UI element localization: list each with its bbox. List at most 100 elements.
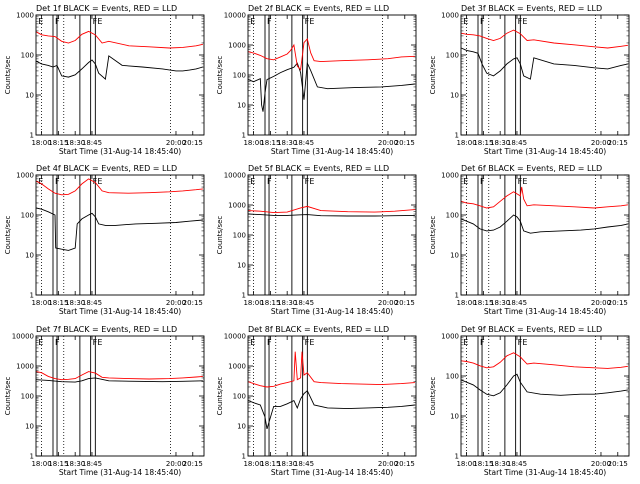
x-tick-label: 18:15 [48, 460, 68, 468]
lld-series-line [248, 37, 415, 71]
y-tick-label: 1 [242, 453, 246, 461]
y-tick-label: 100 [21, 393, 34, 401]
x-tick-label: 18:30 [490, 299, 510, 307]
marker-label: F [305, 177, 310, 186]
series-group [36, 30, 204, 80]
events-series-line [461, 47, 628, 80]
marker-label: E [97, 17, 102, 26]
x-tick-label: 18:45 [294, 139, 314, 147]
marker-label: F [55, 177, 60, 186]
y-tick-label: 10000 [224, 333, 246, 341]
detector-panel: Det 9f BLACK = Events, RED = LLD Counts/s… [429, 325, 630, 477]
x-tick-label: 18:45 [507, 139, 527, 147]
y-tick-label: 100 [446, 373, 459, 381]
lld-series-line [36, 30, 203, 49]
marker-label: F [480, 17, 485, 26]
y-axis-label: Counts/sec [429, 377, 437, 416]
x-tick-label: 20:15 [608, 460, 628, 468]
x-axis-label: Start Time (31-Aug-14 18:45:40) [271, 147, 393, 156]
marker-label: E [309, 338, 314, 347]
x-tick-label: 20:00 [591, 139, 611, 147]
x-tick-label: 18:15 [260, 139, 280, 147]
detector-panel: Det 7f BLACK = Events, RED = LLD Counts/s… [4, 325, 205, 477]
panel-title: Det 9f BLACK = Events, RED = LLD [461, 325, 602, 334]
y-tick-label: 10 [450, 92, 459, 100]
panel-title: Det 3f BLACK = Events, RED = LLD [461, 4, 602, 13]
series-group [248, 37, 415, 112]
y-tick-label: 10 [25, 252, 34, 260]
y-tick-label: 1000 [228, 42, 246, 50]
y-axis-label: Counts/sec [216, 56, 224, 95]
marker-label: F [55, 338, 60, 347]
x-tick-label: 20:15 [183, 139, 203, 147]
x-axis-label: Start Time (31-Aug-14 18:45:40) [271, 468, 393, 477]
series-group [461, 29, 628, 80]
panel-title: Det 6f BLACK = Events, RED = LLD [461, 164, 602, 173]
events-series-line [248, 213, 415, 217]
y-tick-label: 1 [30, 453, 34, 461]
lld-series-line [248, 205, 415, 214]
x-tick-label: 20:00 [166, 460, 186, 468]
lld-series-line [248, 351, 415, 388]
y-tick-label: 1 [30, 292, 34, 300]
marker-label: F [267, 177, 272, 186]
y-axis-label: Counts/sec [216, 377, 224, 416]
x-tick-label: 18:00 [243, 460, 263, 468]
panel-title: Det 4f BLACK = Events, RED = LLD [36, 164, 177, 173]
marker-label: F [55, 17, 60, 26]
y-axis-label: Counts/sec [429, 56, 437, 95]
marker-label: F [93, 338, 98, 347]
y-tick-label: 1000 [16, 363, 34, 371]
y-tick-label: 1000 [16, 12, 34, 20]
x-axis-label: Start Time (31-Aug-14 18:45:40) [484, 307, 606, 316]
marker-label: E [250, 338, 255, 347]
x-tick-label: 18:30 [277, 460, 297, 468]
x-tick-label: 20:15 [395, 299, 415, 307]
y-tick-label: 1000 [16, 172, 34, 180]
events-series-line [248, 389, 415, 430]
x-tick-label: 20:00 [378, 460, 398, 468]
x-tick-label: 18:30 [490, 139, 510, 147]
x-tick-label: 18:30 [277, 139, 297, 147]
plot-frame [247, 14, 417, 136]
y-tick-label: 100 [446, 212, 459, 220]
x-tick-label: 20:00 [378, 299, 398, 307]
x-tick-label: 18:45 [294, 460, 314, 468]
y-tick-label: 100 [446, 52, 459, 60]
x-tick-label: 18:45 [507, 299, 527, 307]
detector-panel: Det 1f BLACK = Events, RED = LLD Counts/s… [4, 4, 205, 156]
y-tick-label: 1 [30, 132, 34, 140]
lld-series-line [36, 371, 203, 381]
marker-label: E [309, 177, 314, 186]
detector-panel: Det 2f BLACK = Events, RED = LLD Counts/s… [216, 4, 417, 156]
marker-label: E [250, 17, 255, 26]
x-axis-label: Start Time (31-Aug-14 18:45:40) [484, 468, 606, 477]
marker-label: F [480, 177, 485, 186]
marker-label: F [93, 17, 98, 26]
series-group [461, 352, 628, 397]
x-tick-label: 18:45 [507, 460, 527, 468]
y-tick-label: 1 [242, 132, 246, 140]
x-tick-label: 18:00 [31, 299, 51, 307]
y-axis-label: Counts/sec [429, 216, 437, 255]
x-tick-label: 18:00 [243, 299, 263, 307]
x-tick-label: 20:15 [608, 299, 628, 307]
x-tick-label: 20:00 [166, 299, 186, 307]
plot-frame [247, 174, 417, 296]
marker-label: F [518, 17, 523, 26]
marker-label: E [463, 177, 468, 186]
marker-label: F [305, 338, 310, 347]
y-tick-label: 10000 [12, 333, 34, 341]
marker-label: F [518, 338, 523, 347]
x-tick-label: 20:00 [591, 299, 611, 307]
y-tick-label: 1000 [441, 172, 459, 180]
x-axis-label: Start Time (31-Aug-14 18:45:40) [59, 307, 181, 316]
y-tick-label: 10 [25, 423, 34, 431]
x-tick-label: 18:30 [65, 299, 85, 307]
x-tick-label: 18:45 [82, 139, 102, 147]
x-tick-label: 18:45 [82, 460, 102, 468]
marker-label: E [38, 17, 43, 26]
y-axis-label: Counts/sec [4, 216, 12, 255]
marker-label: E [463, 17, 468, 26]
plot-frame [460, 335, 630, 457]
